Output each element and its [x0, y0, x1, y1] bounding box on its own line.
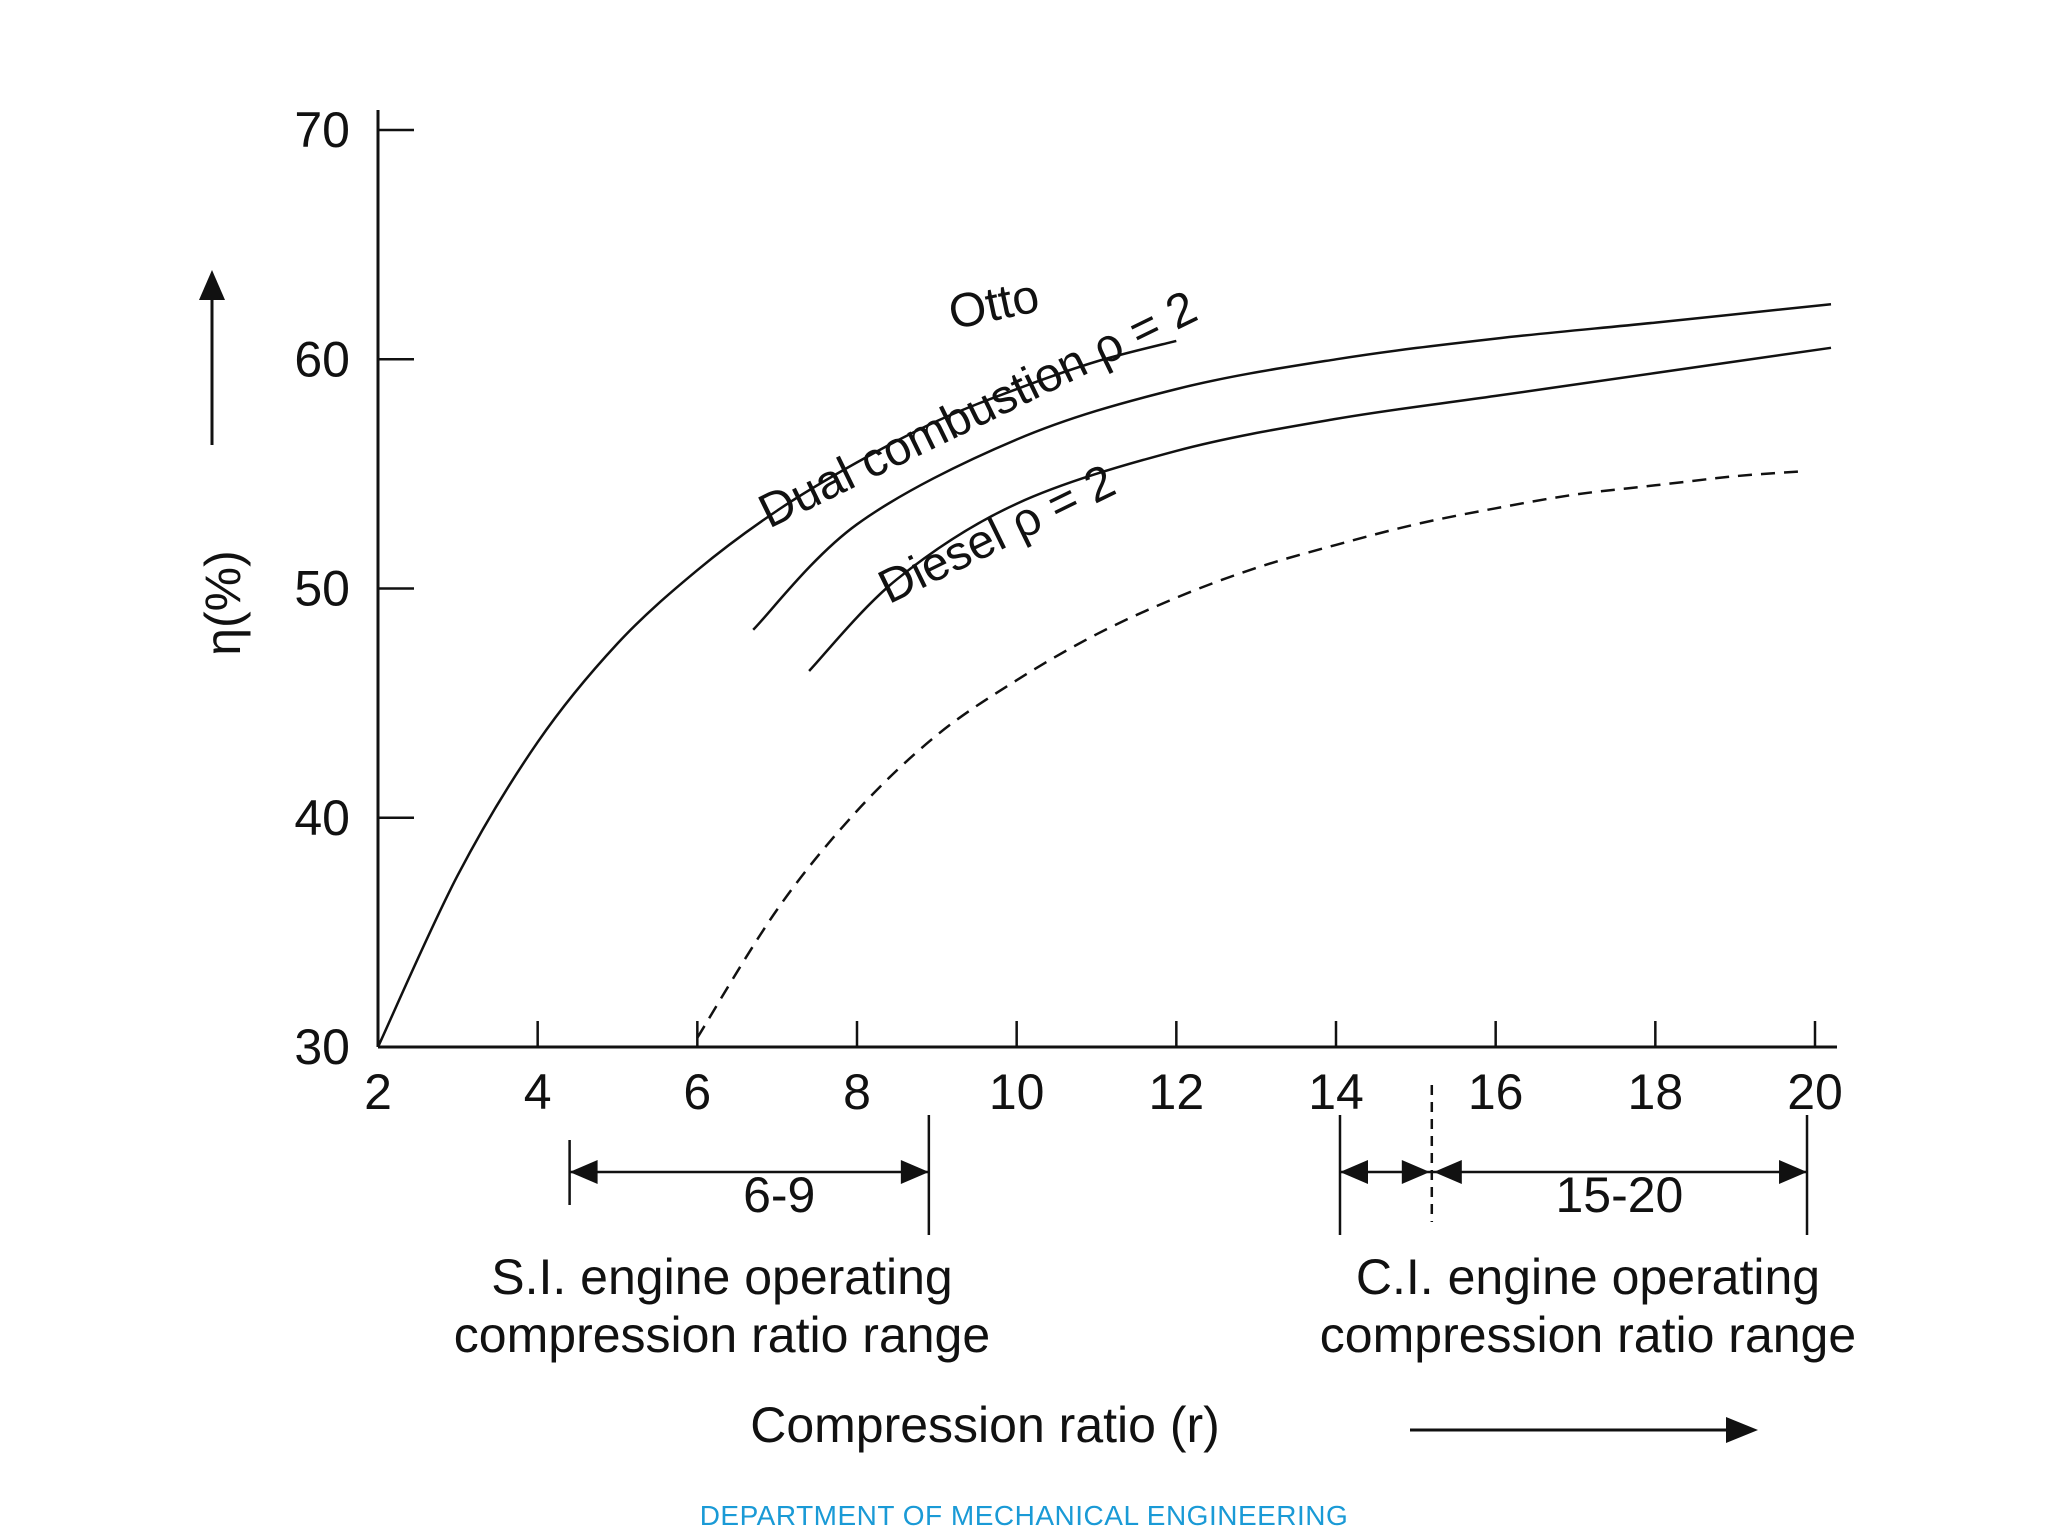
- y-axis-label: η(%): [195, 550, 251, 656]
- si-range-arrow-right: [900, 1160, 929, 1184]
- si-range-label: 6-9: [743, 1167, 815, 1223]
- x-tick-label-8: 8: [843, 1064, 871, 1120]
- x-axis-label: Compression ratio (r): [750, 1397, 1220, 1453]
- dashed-curve: [696, 470, 1800, 1039]
- x-tick-label-2: 2: [364, 1064, 392, 1120]
- x-tick-label-18: 18: [1628, 1064, 1684, 1120]
- ci-gap-arrow-right: [1401, 1160, 1430, 1184]
- si-caption-line2: compression ratio range: [454, 1307, 990, 1363]
- x-tick-label-14: 14: [1308, 1064, 1364, 1120]
- y-tick-label-50: 50: [294, 561, 350, 617]
- y-tick-label-70: 70: [294, 102, 350, 158]
- x-tick-label-10: 10: [989, 1064, 1045, 1120]
- dual-combustion-curve: [752, 302, 1832, 631]
- x-tick-label-6: 6: [683, 1064, 711, 1120]
- ci-range-arrow-right: [1779, 1160, 1808, 1184]
- footer-department: DEPARTMENT OF MECHANICAL ENGINEERING: [699, 1500, 1349, 1531]
- ci-caption-line2: compression ratio range: [1320, 1307, 1856, 1363]
- si-range-arrow-left: [569, 1160, 598, 1184]
- y-tick-label-60: 60: [294, 331, 350, 387]
- x-axis-arrow-head: [1726, 1417, 1758, 1443]
- y-axis-arrow-head: [199, 270, 225, 300]
- ci-caption-line1: C.I. engine operating: [1356, 1249, 1820, 1305]
- x-tick-label-4: 4: [524, 1064, 552, 1120]
- ci-range-arrow-left: [1433, 1160, 1462, 1184]
- ci-range-label: 15-20: [1555, 1167, 1683, 1223]
- diesel-curve: [808, 346, 1832, 672]
- ci-gap-arrow-left: [1339, 1160, 1368, 1184]
- diesel-label: Diesel ρ = 2: [871, 455, 1124, 615]
- x-tick-label-16: 16: [1468, 1064, 1524, 1120]
- y-tick-label-40: 40: [294, 790, 350, 846]
- otto-label: Otto: [944, 270, 1044, 341]
- y-tick-label-30: 30: [294, 1019, 350, 1075]
- x-tick-label-12: 12: [1149, 1064, 1205, 1120]
- otto-curve: [376, 339, 1177, 1048]
- si-caption-line1: S.I. engine operating: [491, 1249, 952, 1305]
- x-tick-label-20: 20: [1787, 1064, 1843, 1120]
